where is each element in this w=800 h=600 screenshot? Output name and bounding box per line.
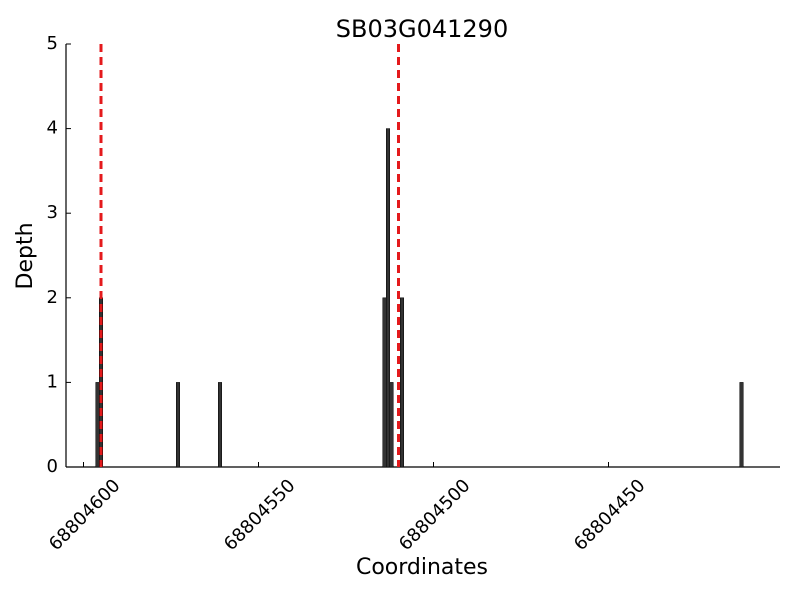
y-tick-label: 1 bbox=[47, 371, 58, 392]
x-tick-label: 68804450 bbox=[570, 475, 650, 555]
x-tick-label: 68804600 bbox=[45, 475, 125, 555]
x-tick-label: 68804500 bbox=[395, 475, 475, 555]
y-axis-label: Depth bbox=[13, 222, 38, 289]
bar bbox=[739, 382, 744, 468]
bar bbox=[382, 297, 387, 468]
y-tick-label: 5 bbox=[47, 33, 58, 54]
y-tick-label: 2 bbox=[47, 287, 58, 308]
bar bbox=[389, 382, 394, 468]
bar bbox=[176, 382, 180, 468]
x-axis-label: Coordinates bbox=[356, 555, 488, 580]
x-tick-label: 68804550 bbox=[220, 475, 300, 555]
chart-title: SB03G041290 bbox=[336, 15, 508, 43]
bar bbox=[95, 382, 100, 468]
y-tick-label: 0 bbox=[47, 456, 58, 477]
y-tick-label: 4 bbox=[47, 118, 58, 139]
bar bbox=[386, 128, 390, 468]
y-tick-label: 3 bbox=[47, 202, 58, 223]
bar bbox=[400, 297, 404, 468]
bar bbox=[218, 382, 222, 468]
